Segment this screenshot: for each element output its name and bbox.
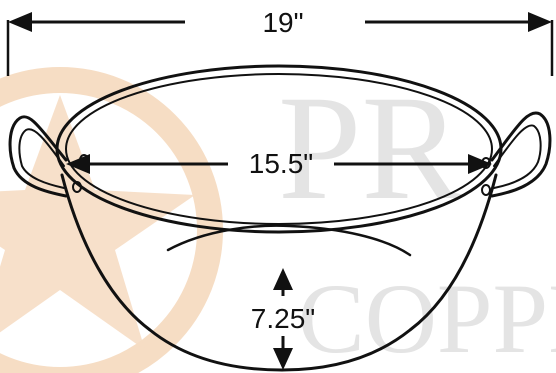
arrow-left-icon: [66, 154, 90, 174]
dimension-width-overall: [6, 12, 554, 76]
left-handle-icon: [8, 115, 68, 198]
depth-label: 7.25": [251, 303, 315, 334]
rivet-icon: [481, 184, 491, 196]
arrow-left-icon: [8, 12, 32, 32]
arrow-up-icon: [273, 268, 293, 290]
dimension-depth: [273, 268, 293, 370]
left-handle-inner-icon: [18, 128, 65, 189]
watermark-star-icon: [0, 95, 195, 350]
watermark-line-1: PR: [278, 65, 461, 231]
watermark-line-2: COPPE: [298, 263, 556, 373]
inner-diameter-label: 15.5": [249, 148, 313, 179]
dimension-inner-diameter: [66, 154, 492, 174]
pot-rim-inner: [65, 73, 493, 225]
right-handle-inner-icon: [493, 124, 542, 189]
arrow-right-icon: [468, 154, 492, 174]
arrow-down-icon: [273, 348, 293, 370]
overall-width-label: 19": [262, 7, 303, 38]
watermark: PR COPPE: [0, 65, 556, 373]
watermark-star-circle-icon: [0, 67, 223, 373]
pot-inner-floor: [166, 224, 412, 257]
arrow-right-icon: [528, 12, 552, 32]
pot-side-right: [280, 173, 498, 372]
pot-side-left: [60, 173, 284, 372]
pot-rim-outer: [55, 64, 503, 234]
rivet-icon: [72, 181, 82, 193]
pot: [8, 64, 552, 372]
right-handle-icon: [490, 111, 552, 198]
